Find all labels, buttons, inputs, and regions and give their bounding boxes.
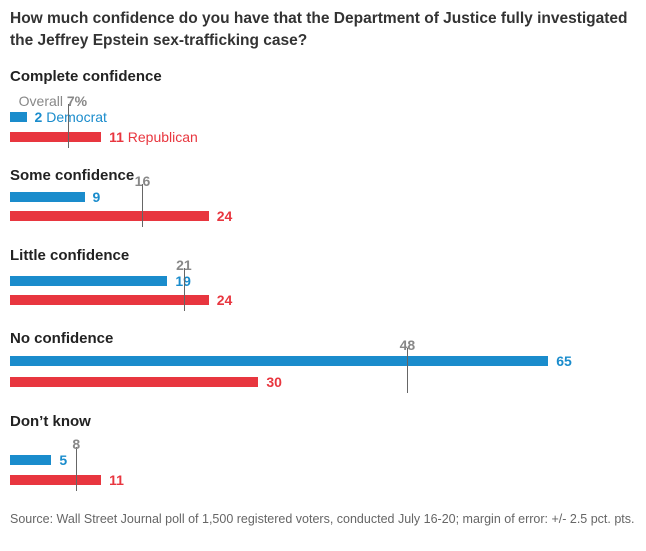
overall-line bbox=[183, 268, 185, 311]
republican-bar bbox=[10, 211, 209, 221]
democrat-bar bbox=[10, 276, 168, 286]
overall-value: 48 bbox=[399, 337, 416, 353]
republican-bar bbox=[10, 132, 102, 142]
democrat-bar bbox=[10, 356, 549, 366]
republican-legend: Republican bbox=[123, 129, 198, 145]
democrat-value: 5 bbox=[59, 452, 68, 468]
republican-bar bbox=[10, 295, 209, 305]
group-label: Some confidence bbox=[10, 167, 135, 184]
overall-value: Overall 7% bbox=[18, 93, 88, 109]
overall-line bbox=[67, 104, 69, 148]
republican-value: 30 bbox=[266, 374, 282, 390]
republican-value: 24 bbox=[216, 292, 233, 308]
source-note: Source: Wall Street Journal poll of 1,50… bbox=[10, 512, 635, 526]
democrat-value: 2 Democrat bbox=[34, 109, 107, 125]
republican-bar bbox=[10, 377, 259, 387]
overall-line bbox=[142, 184, 144, 227]
overall-value: 8 bbox=[72, 436, 81, 452]
overall-line bbox=[76, 447, 78, 491]
democrat-bar bbox=[10, 455, 52, 465]
democrat-bar bbox=[10, 112, 27, 122]
democrat-value: 19 bbox=[175, 273, 191, 289]
group-label: No confidence bbox=[10, 330, 114, 347]
democrat-bar bbox=[10, 192, 85, 202]
republican-value: 11 bbox=[109, 472, 124, 488]
democrat-value: 65 bbox=[556, 353, 572, 369]
group-label: Complete confidence bbox=[10, 68, 162, 85]
group-label: Don’t know bbox=[10, 413, 91, 430]
republican-bar bbox=[10, 475, 102, 485]
overall-value: 16 bbox=[134, 173, 151, 189]
democrat-value: 9 bbox=[92, 189, 101, 205]
overall-line bbox=[407, 348, 409, 393]
chart-title: How much confidence do you have that the… bbox=[10, 10, 628, 49]
group-label: Little confidence bbox=[10, 247, 130, 264]
democrat-legend: Democrat bbox=[42, 109, 107, 125]
republican-value: 11 Republican bbox=[109, 129, 198, 145]
overall-value: 21 bbox=[176, 257, 192, 273]
republican-value: 24 bbox=[216, 208, 233, 224]
